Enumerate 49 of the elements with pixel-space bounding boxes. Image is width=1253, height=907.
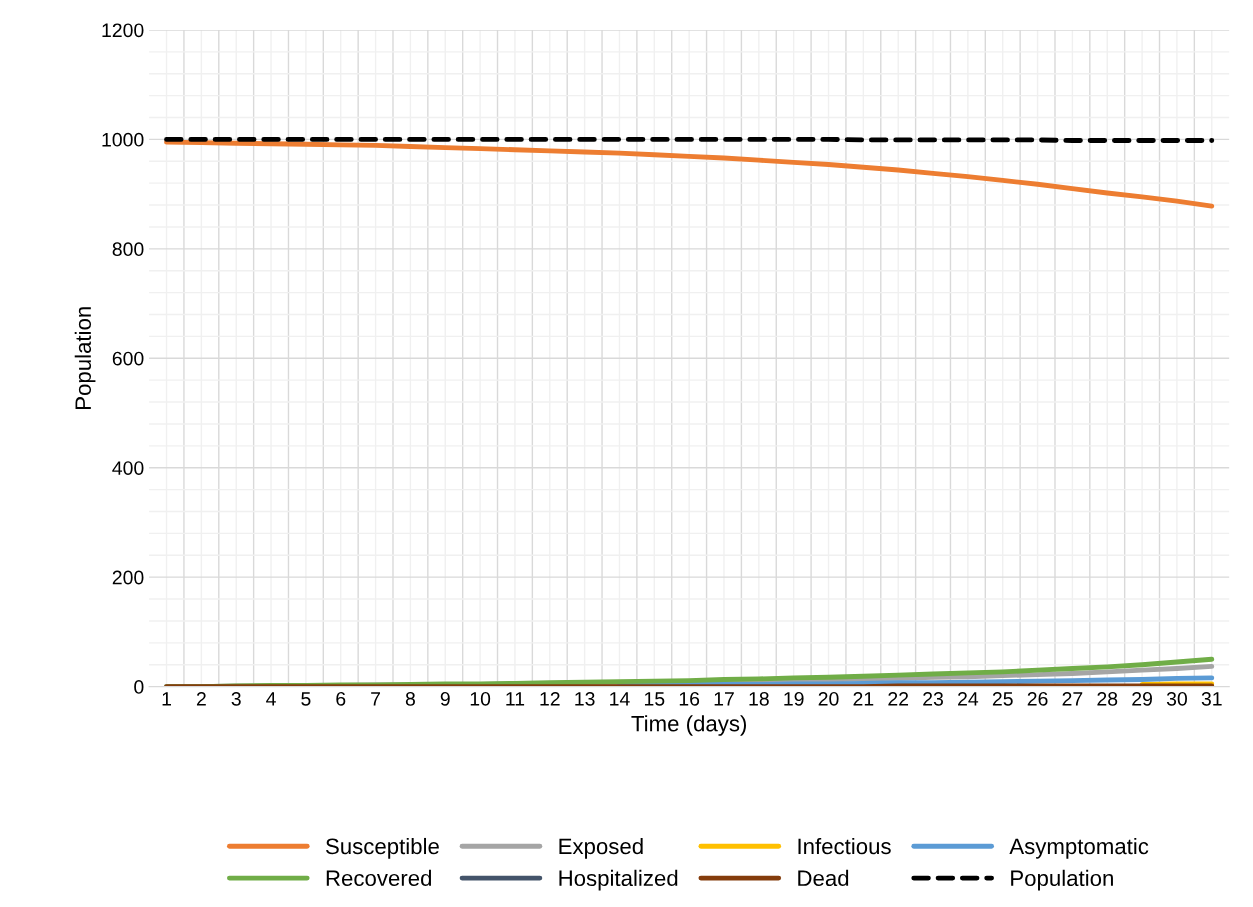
legend-label: Susceptible <box>325 837 439 859</box>
x-tick-label: 12 <box>540 691 560 706</box>
line-series <box>164 139 1215 209</box>
x-tick-label: 5 <box>301 692 311 706</box>
x-tick-label: 31 <box>1201 691 1222 706</box>
y-tick-label: 200 <box>112 570 144 585</box>
legend-label: Asymptomatic <box>1009 837 1149 859</box>
x-tick-label: 30 <box>1166 691 1187 706</box>
x-axis-title: Time (days) <box>631 715 747 736</box>
x-tick-label: 20 <box>818 691 839 706</box>
x-tick-label: 9 <box>440 691 450 706</box>
x-tick-label: 3 <box>231 691 241 706</box>
x-tick-label: 24 <box>958 691 979 706</box>
legend-label: Recovered <box>326 869 432 887</box>
y-tick-label: 400 <box>112 461 144 475</box>
x-tick-label: 14 <box>610 692 630 706</box>
x-tick-label: 16 <box>679 691 700 706</box>
legend-label: Dead <box>798 869 849 887</box>
x-tick-label: 29 <box>1132 691 1152 706</box>
x-tick-label: 18 <box>749 691 769 706</box>
x-tick-label: 23 <box>923 691 943 706</box>
x-tick-label: 11 <box>506 692 525 706</box>
y-tick-label: 600 <box>112 351 144 366</box>
x-tick-label: 21 <box>853 691 874 706</box>
x-tick-label: 17 <box>714 692 734 706</box>
y-axis-title: Population <box>74 307 96 409</box>
legend-label: Hospitalized <box>559 869 678 891</box>
x-tick-label: 2 <box>196 691 206 706</box>
legend-label: Population <box>1011 869 1113 891</box>
x-tick-label: 13 <box>575 691 595 706</box>
x-tick-label: 6 <box>336 691 346 706</box>
x-tick-label: 7 <box>371 692 381 706</box>
x-tick-label: 19 <box>784 691 804 706</box>
x-tick-label: 4 <box>266 692 276 706</box>
x-tick-label: 15 <box>644 692 665 706</box>
x-tick-label: 22 <box>888 691 909 706</box>
y-tick-label: 0 <box>134 680 144 694</box>
x-tick-label: 1 <box>162 692 171 706</box>
x-tick-label: 27 <box>1062 691 1083 706</box>
x-tick-label: 26 <box>1027 691 1048 706</box>
y-tick-label: 800 <box>112 242 144 257</box>
y-tick-label: 1200 <box>102 23 144 38</box>
y-tick-label: 1000 <box>102 132 144 147</box>
x-tick-label: 8 <box>405 691 415 706</box>
legend-label: Exposed <box>559 837 643 859</box>
x-tick-label: 28 <box>1097 691 1118 706</box>
x-tick-label: 25 <box>992 691 1013 706</box>
legend-label: Infectious <box>798 837 891 855</box>
x-tick-label: 10 <box>470 691 491 706</box>
